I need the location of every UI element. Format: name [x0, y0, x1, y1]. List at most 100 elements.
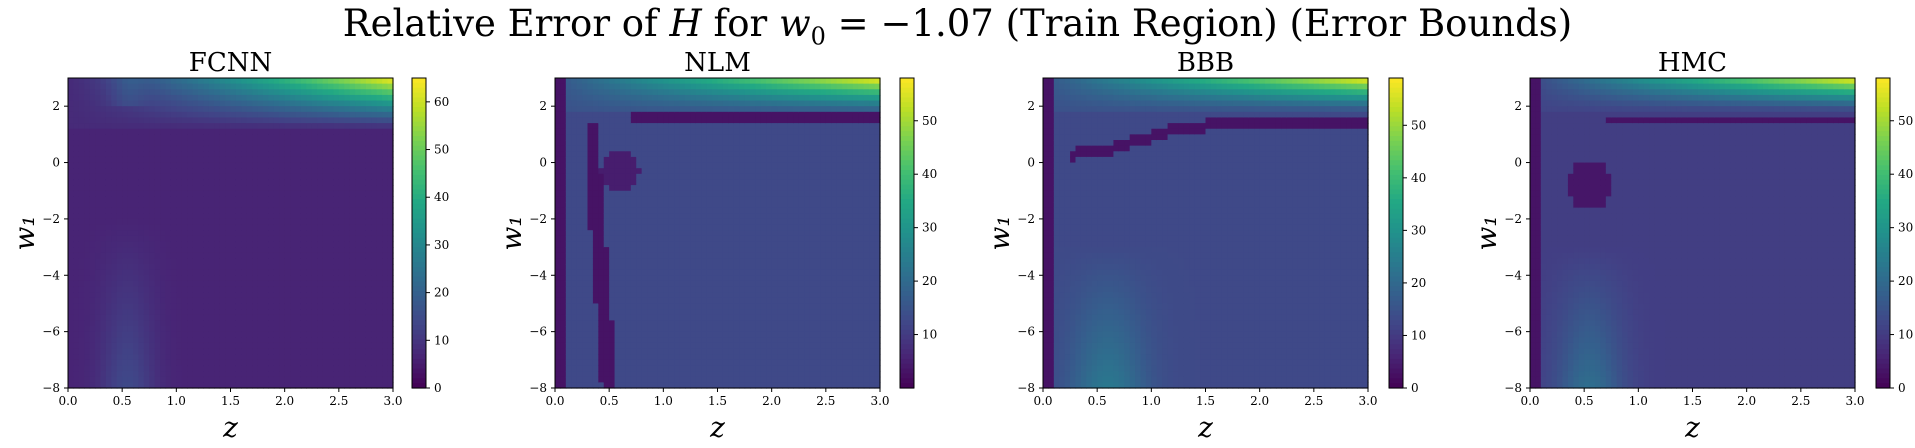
heatmap-cell [306, 286, 313, 293]
heatmap-cell [235, 145, 242, 152]
heatmap-cell [598, 218, 605, 226]
heatmap-cell [706, 275, 713, 282]
heatmap-cell [625, 140, 632, 147]
heatmap-cell [192, 140, 199, 147]
heatmap-cell [181, 376, 188, 383]
heatmap-cell [592, 168, 599, 175]
heatmap-cell [290, 156, 297, 164]
heatmap-cell [349, 224, 356, 231]
heatmap-cell [143, 94, 150, 102]
heatmap-cell [322, 365, 329, 372]
heatmap-cell [657, 173, 664, 181]
heatmap-cell [603, 252, 610, 259]
heatmap-cell [246, 326, 253, 333]
heatmap-cell [95, 337, 102, 344]
heatmap-cell [192, 162, 199, 169]
heatmap-cell [382, 269, 389, 276]
heatmap-cell [333, 213, 340, 220]
heatmap-cell [300, 140, 307, 147]
heatmap-cell [387, 106, 394, 113]
heatmap-cell [230, 117, 237, 124]
heatmap-cell [263, 111, 270, 119]
heatmap-cell [78, 78, 85, 85]
heatmap-cell [685, 224, 692, 231]
heatmap-cell [317, 286, 324, 293]
heatmap-cell [560, 258, 567, 265]
heatmap-cell [116, 280, 123, 288]
heatmap-cell [214, 269, 221, 276]
heatmap-cell [105, 354, 112, 361]
heatmap-cell [317, 94, 324, 102]
heatmap-cell [263, 230, 270, 237]
heatmap-cell [603, 320, 610, 327]
heatmap-cell [78, 275, 85, 282]
heatmap-cell [203, 128, 210, 135]
heatmap-cell [154, 252, 161, 259]
colorbar-segment [412, 174, 426, 181]
heatmap-cell [652, 224, 659, 231]
heatmap-cell [641, 241, 648, 248]
heatmap-cell [560, 185, 567, 192]
heatmap-cell [176, 348, 183, 355]
heatmap-cell [138, 314, 145, 321]
heatmap-cell [328, 258, 335, 265]
heatmap-cell [95, 326, 102, 333]
heatmap-cell [598, 258, 605, 265]
heatmap-cell [170, 247, 177, 254]
heatmap-cell [84, 269, 91, 276]
heatmap-cell [355, 117, 362, 124]
heatmap-cell [382, 168, 389, 175]
heatmap-cell [620, 354, 627, 361]
heatmap-cell [609, 230, 616, 237]
heatmap-cell [598, 235, 605, 243]
heatmap-cell [214, 145, 221, 152]
heatmap-cell [295, 354, 302, 361]
heatmap-cell [603, 342, 610, 350]
heatmap-cell [214, 89, 221, 96]
heatmap-cell [685, 162, 692, 169]
heatmap-cell [95, 218, 102, 226]
heatmap-cell [571, 264, 578, 271]
heatmap-cell [111, 354, 118, 361]
heatmap-cell [582, 218, 589, 226]
heatmap-cell [647, 89, 654, 96]
heatmap-cell [679, 269, 686, 276]
heatmap-cell [284, 106, 291, 113]
heatmap-cell [273, 241, 280, 248]
heatmap-cell [587, 337, 594, 344]
heatmap-cell [328, 342, 335, 350]
heatmap-cell [257, 134, 264, 141]
heatmap-cell [560, 179, 567, 186]
heatmap-cell [143, 280, 150, 288]
heatmap-cell [127, 145, 134, 152]
heatmap-cell [225, 134, 232, 141]
colorbar-segment [412, 102, 426, 108]
heatmap-cell [695, 235, 702, 243]
heatmap-cell [198, 190, 205, 197]
heatmap-cell [279, 106, 286, 113]
heatmap-cell [365, 354, 372, 361]
heatmap-cell [322, 297, 329, 305]
heatmap-cell [636, 269, 643, 276]
heatmap-cell [187, 106, 194, 113]
heatmap-cell [279, 303, 286, 310]
heatmap-cell [625, 94, 632, 102]
heatmap-cell [333, 348, 340, 355]
heatmap-cell [241, 156, 248, 164]
heatmap-cell [138, 365, 145, 372]
heatmap-cell [252, 168, 259, 175]
heatmap-cell [290, 314, 297, 321]
heatmap-cell [73, 292, 80, 299]
heatmap-cell [198, 235, 205, 243]
heatmap-cell [620, 224, 627, 231]
heatmap-cell [371, 320, 378, 327]
heatmap-cell [138, 320, 145, 327]
heatmap-cell [170, 314, 177, 321]
heatmap-cell [598, 292, 605, 299]
heatmap-cell [603, 123, 610, 130]
heatmap-cell [225, 162, 232, 169]
heatmap-cell [241, 179, 248, 186]
heatmap-cell [598, 190, 605, 197]
heatmap-cell [576, 359, 583, 367]
heatmap-cell [582, 89, 589, 96]
